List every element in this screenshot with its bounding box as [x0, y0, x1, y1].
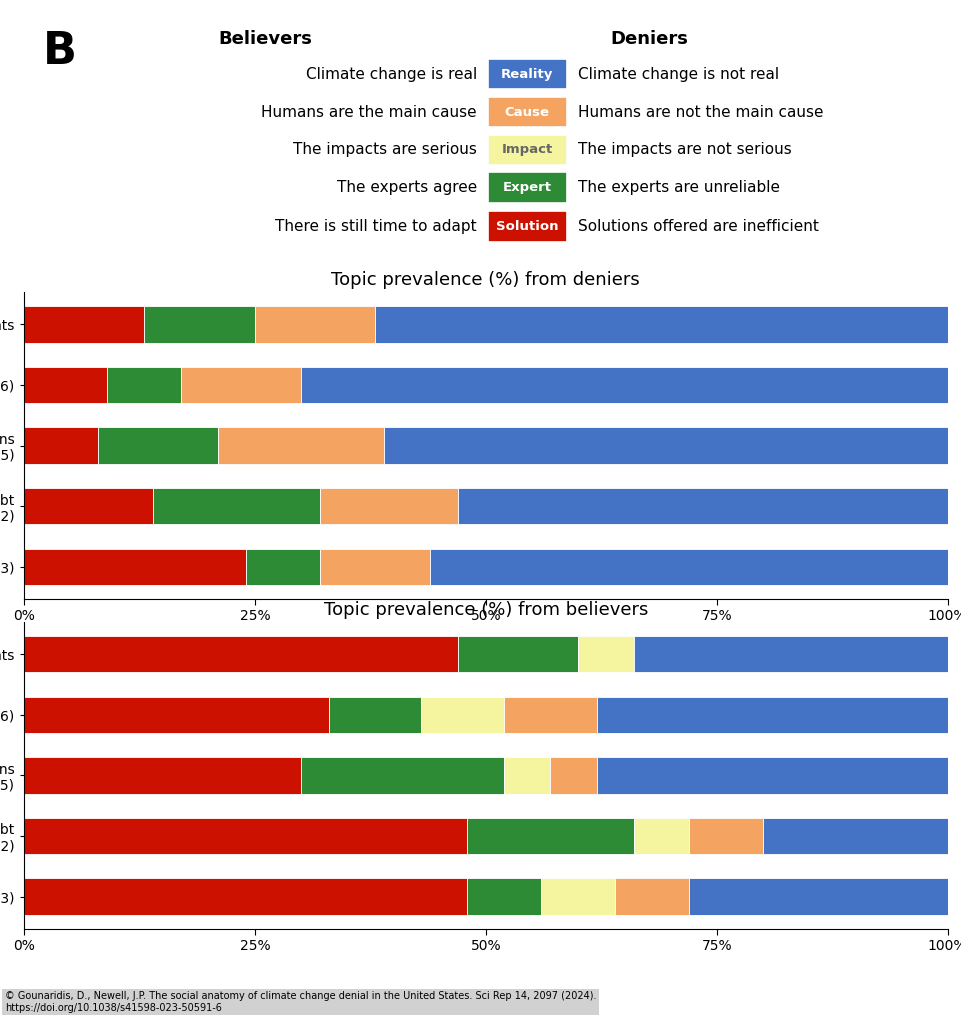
- Bar: [430, 549, 947, 585]
- Bar: [24, 757, 301, 794]
- Bar: [467, 878, 541, 915]
- Bar: [541, 878, 614, 915]
- Bar: [421, 696, 504, 733]
- Bar: [596, 757, 947, 794]
- Bar: [375, 307, 947, 343]
- Bar: [578, 635, 633, 672]
- Bar: [319, 549, 430, 585]
- Text: There is still time to adapt: There is still time to adapt: [275, 219, 477, 234]
- Bar: [596, 696, 947, 733]
- Text: Deniers: Deniers: [610, 30, 688, 49]
- Bar: [329, 696, 421, 733]
- Bar: [633, 635, 947, 672]
- Text: Solutions offered are inefficient: Solutions offered are inefficient: [578, 219, 818, 234]
- Bar: [144, 307, 255, 343]
- Text: Cause: Cause: [505, 106, 550, 119]
- FancyBboxPatch shape: [487, 211, 566, 242]
- Bar: [504, 757, 550, 794]
- Bar: [301, 757, 504, 794]
- Bar: [24, 818, 467, 855]
- Text: © Gounaridis, D., Newell, J.P. The social anatomy of climate change denial in th: © Gounaridis, D., Newell, J.P. The socia…: [5, 992, 596, 1013]
- Bar: [614, 878, 688, 915]
- Bar: [457, 488, 947, 525]
- Text: The experts agree: The experts agree: [336, 180, 477, 195]
- Bar: [319, 488, 457, 525]
- Text: Humans are the main cause: Humans are the main cause: [261, 105, 477, 120]
- Bar: [255, 307, 375, 343]
- Bar: [98, 427, 218, 464]
- Bar: [24, 696, 329, 733]
- Text: Solution: Solution: [496, 220, 558, 233]
- Text: Expert: Expert: [503, 181, 552, 194]
- Bar: [301, 366, 947, 403]
- FancyBboxPatch shape: [487, 59, 566, 89]
- Bar: [24, 366, 107, 403]
- Bar: [24, 427, 98, 464]
- Bar: [181, 366, 301, 403]
- Bar: [24, 635, 457, 672]
- Text: Humans are not the main cause: Humans are not the main cause: [578, 105, 823, 120]
- Bar: [457, 635, 578, 672]
- Bar: [550, 757, 596, 794]
- Bar: [633, 818, 688, 855]
- Text: Believers: Believers: [218, 30, 311, 49]
- Bar: [688, 878, 947, 915]
- Bar: [245, 549, 319, 585]
- Bar: [24, 549, 245, 585]
- Text: Climate change is not real: Climate change is not real: [578, 67, 778, 81]
- Text: The impacts are serious: The impacts are serious: [293, 142, 477, 157]
- Text: Climate change is real: Climate change is real: [306, 67, 477, 81]
- Text: The experts are unreliable: The experts are unreliable: [578, 180, 778, 195]
- Bar: [24, 488, 153, 525]
- Bar: [107, 366, 181, 403]
- FancyBboxPatch shape: [487, 173, 566, 203]
- Bar: [688, 818, 762, 855]
- Text: Impact: Impact: [502, 143, 553, 156]
- FancyBboxPatch shape: [487, 96, 566, 127]
- Text: Reality: Reality: [501, 68, 553, 80]
- Title: Topic prevalence (%) from deniers: Topic prevalence (%) from deniers: [332, 271, 639, 289]
- Bar: [383, 427, 947, 464]
- FancyBboxPatch shape: [487, 135, 566, 165]
- Bar: [218, 427, 383, 464]
- Bar: [24, 307, 144, 343]
- Bar: [24, 878, 467, 915]
- Bar: [504, 696, 596, 733]
- Title: Topic prevalence (%) from believers: Topic prevalence (%) from believers: [323, 601, 648, 619]
- Text: The impacts are not serious: The impacts are not serious: [578, 142, 791, 157]
- Text: B: B: [42, 30, 77, 73]
- Bar: [467, 818, 633, 855]
- Bar: [762, 818, 947, 855]
- Bar: [153, 488, 319, 525]
